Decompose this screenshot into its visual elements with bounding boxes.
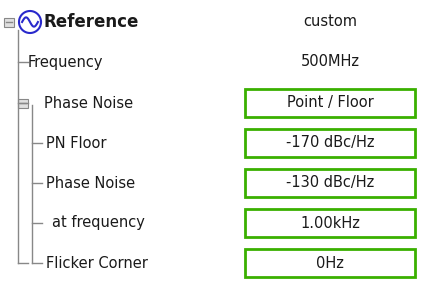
Text: PN Floor: PN Floor	[46, 136, 106, 150]
Text: 0Hz: 0Hz	[316, 255, 343, 271]
Text: Reference: Reference	[44, 13, 139, 31]
FancyBboxPatch shape	[244, 129, 414, 157]
Text: -130 dBc/Hz: -130 dBc/Hz	[285, 176, 373, 191]
Text: Point / Floor: Point / Floor	[286, 96, 372, 110]
Text: -170 dBc/Hz: -170 dBc/Hz	[285, 136, 373, 150]
Text: Frequency: Frequency	[28, 54, 103, 70]
Text: Phase Noise: Phase Noise	[44, 96, 133, 110]
Text: at frequency: at frequency	[52, 215, 145, 231]
FancyBboxPatch shape	[244, 209, 414, 237]
FancyBboxPatch shape	[244, 89, 414, 117]
Text: 1.00kHz: 1.00kHz	[299, 215, 359, 231]
Text: custom: custom	[302, 15, 356, 30]
Text: 500MHz: 500MHz	[300, 54, 358, 70]
FancyBboxPatch shape	[18, 99, 28, 107]
FancyBboxPatch shape	[4, 17, 14, 27]
FancyBboxPatch shape	[244, 169, 414, 197]
FancyBboxPatch shape	[244, 249, 414, 277]
Text: Phase Noise: Phase Noise	[46, 176, 135, 191]
Text: Flicker Corner: Flicker Corner	[46, 255, 148, 271]
